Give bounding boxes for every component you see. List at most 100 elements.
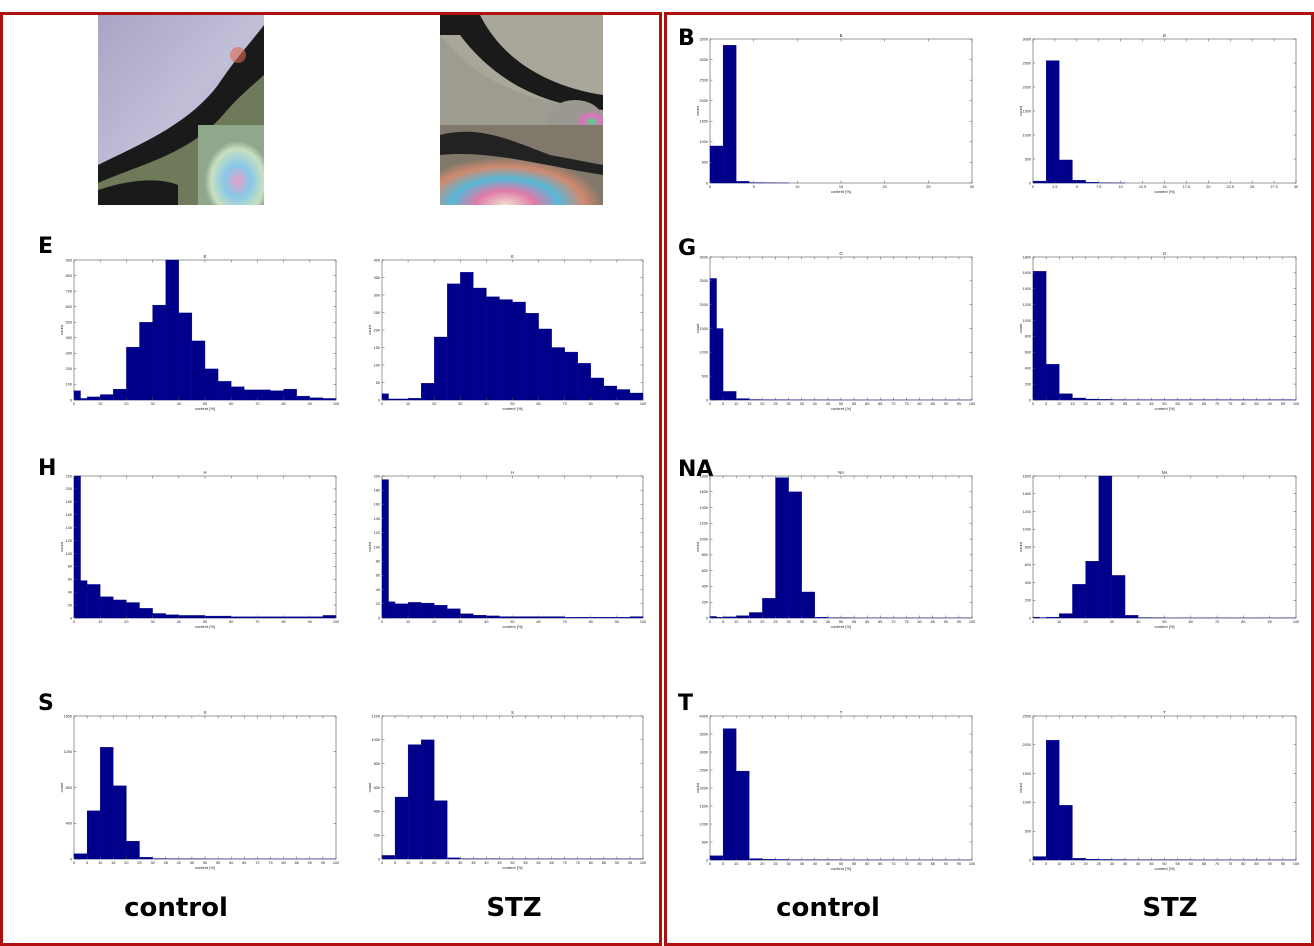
e-control-y-tick-label: 300 bbox=[66, 352, 72, 356]
e-stz-y-tick-label: 100 bbox=[374, 363, 380, 367]
e-control-title: E bbox=[204, 254, 207, 259]
t-control-x-tick-label: 70 bbox=[891, 862, 895, 866]
s-stz-bar bbox=[381, 855, 396, 860]
g-stz-bar bbox=[1098, 399, 1113, 401]
t-control-x-tick-label: 0 bbox=[709, 862, 711, 866]
h-stz-bar bbox=[381, 479, 389, 619]
t-control-bar bbox=[775, 859, 789, 861]
e-stz-bar bbox=[551, 347, 565, 401]
e-control-bar bbox=[86, 396, 101, 401]
g-control-x-tick-label: 5 bbox=[722, 402, 724, 406]
histogram-h-control: 0 10 20 30 40 50 60 70 80 90 100 0 20 40 60 80 100 120 140… bbox=[59, 470, 339, 629]
column-label-left-stz: STZ bbox=[486, 893, 542, 923]
h-control-x-tick-label: 50 bbox=[203, 620, 207, 624]
h-stz-x-tick-label: 10 bbox=[406, 620, 410, 624]
s-stz-x-tick-label: 0 bbox=[381, 861, 383, 865]
t-stz-y-tick-label: 1000 bbox=[1023, 801, 1031, 805]
s-stz-x-tick-label: 30 bbox=[458, 861, 462, 865]
h-control-y-tick-label: 200 bbox=[66, 487, 72, 491]
b-control-y-tick-label: 1500 bbox=[700, 120, 708, 124]
h-stz-x-tick-label: 80 bbox=[589, 620, 593, 624]
g-control-x-tick-label: 100 bbox=[969, 402, 975, 406]
t-stz-x-tick-label: 55 bbox=[1176, 862, 1180, 866]
e-stz-x-tick-label: 100 bbox=[640, 402, 646, 406]
g-stz-x-tick-label: 55 bbox=[1176, 402, 1180, 406]
na-control-bar bbox=[749, 612, 763, 619]
s-control-x-tick-label: 65 bbox=[242, 861, 246, 865]
t-control-y-tick-label: 1000 bbox=[700, 822, 708, 826]
h-control-bar bbox=[217, 615, 232, 619]
g-stz-x-tick-label: 60 bbox=[1189, 402, 1193, 406]
right-panel-frame bbox=[664, 12, 1314, 946]
g-stz-x-tick-label: 30 bbox=[1110, 402, 1114, 406]
histogram-t-stz: 0 5 10 15 20 25 30 35 40 45 50 55 60 65 70 75 80 85 90 95 10… bbox=[1018, 710, 1299, 871]
t-control-x-tick-label: 80 bbox=[917, 862, 921, 866]
t-control-x-axis-label: content [%] bbox=[831, 866, 851, 871]
t-stz-x-tick-label: 35 bbox=[1123, 862, 1127, 866]
h-stz-bar bbox=[590, 617, 605, 619]
b-control-x-axis-label: content [%] bbox=[831, 189, 851, 194]
e-stz-y-tick-label: 0 bbox=[378, 398, 380, 402]
s-stz-title: S bbox=[511, 710, 514, 715]
e-control-x-tick-label: 20 bbox=[124, 402, 128, 406]
h-stz-bar bbox=[603, 617, 618, 619]
e-control-bar bbox=[152, 304, 166, 401]
t-control-bar bbox=[736, 770, 750, 861]
s-stz-bar bbox=[407, 744, 422, 860]
g-stz-x-tick-label: 20 bbox=[1083, 402, 1087, 406]
t-stz-x-tick-label: 0 bbox=[1032, 862, 1034, 866]
s-control-bar bbox=[73, 853, 88, 860]
h-stz-bar bbox=[525, 616, 539, 619]
b-stz-x-tick-label: 0 bbox=[1032, 185, 1034, 189]
na-control-y-tick-label: 1200 bbox=[700, 522, 708, 526]
h-control-bar bbox=[191, 615, 206, 619]
s-stz-x-axis-label: content [%] bbox=[502, 865, 522, 870]
b-control-y-tick-label: 0 bbox=[706, 181, 708, 185]
h-stz-bar bbox=[381, 601, 396, 619]
stz-micrograph-image bbox=[440, 15, 603, 205]
h-stz-x-tick-label: 60 bbox=[536, 620, 540, 624]
e-stz-x-tick-label: 80 bbox=[589, 402, 593, 406]
g-control-y-tick-label: 1500 bbox=[700, 327, 708, 331]
s-stz-bar bbox=[447, 857, 461, 860]
s-control-bar bbox=[139, 857, 153, 860]
na-stz-x-tick-label: 90 bbox=[1268, 620, 1272, 624]
e-control-bar bbox=[244, 389, 258, 401]
h-control-bar bbox=[100, 596, 114, 619]
t-control-y-tick-label: 3000 bbox=[700, 750, 708, 754]
panel-letter-s: S bbox=[38, 691, 54, 716]
b-stz-x-tick-label: 30 bbox=[1294, 185, 1298, 189]
e-control-y-tick-label: 900 bbox=[66, 258, 72, 262]
b-stz-x-tick-label: 10 bbox=[1119, 185, 1123, 189]
t-control-title: T bbox=[840, 710, 843, 715]
t-control-bar bbox=[709, 855, 724, 861]
na-stz-bar bbox=[1085, 561, 1099, 619]
histogram-na-stz: 0 10 20 30 40 50 60 70 80 90 100020040060080010001… bbox=[1018, 470, 1299, 629]
g-control-x-tick-label: 90 bbox=[944, 402, 948, 406]
s-stz-x-tick-label: 25 bbox=[445, 861, 449, 865]
na-stz-x-tick-label: 0 bbox=[1032, 620, 1034, 624]
b-stz-x-tick-label: 12.5 bbox=[1139, 185, 1146, 189]
b-control-x-tick-label: 25 bbox=[926, 185, 930, 189]
g-stz-bar bbox=[1072, 397, 1086, 401]
t-control-x-tick-label: 65 bbox=[878, 862, 882, 866]
b-stz-x-tick-label: 25 bbox=[1250, 185, 1254, 189]
g-stz-x-tick-label: 95 bbox=[1281, 402, 1285, 406]
t-stz-x-tick-label: 25 bbox=[1097, 862, 1101, 866]
na-stz-bar bbox=[1098, 475, 1113, 619]
e-stz-y-tick-label: 250 bbox=[374, 311, 380, 315]
g-stz-y-axis-label: count bbox=[1018, 323, 1023, 334]
t-stz-x-axis-label: content [%] bbox=[1154, 866, 1174, 871]
b-stz-bar bbox=[1085, 182, 1099, 184]
e-stz-bar bbox=[616, 389, 631, 401]
panel-letter-h: H bbox=[38, 456, 57, 481]
t-control-y-tick-label: 2000 bbox=[700, 786, 708, 790]
g-stz-x-tick-label: 0 bbox=[1032, 402, 1034, 406]
b-stz-x-tick-label: 7.5 bbox=[1096, 185, 1101, 189]
na-control-x-tick-label: 20 bbox=[760, 620, 764, 624]
na-control-y-tick-label: 1600 bbox=[700, 490, 708, 494]
h-control-bar bbox=[283, 616, 297, 619]
t-control-x-tick-label: 40 bbox=[813, 862, 817, 866]
histogram-h-stz: 0 10 20 30 40 50 60 70 80 90 100 0 20 40 60 80 100 120 140… bbox=[367, 470, 646, 629]
t-control-x-tick-label: 90 bbox=[944, 862, 948, 866]
